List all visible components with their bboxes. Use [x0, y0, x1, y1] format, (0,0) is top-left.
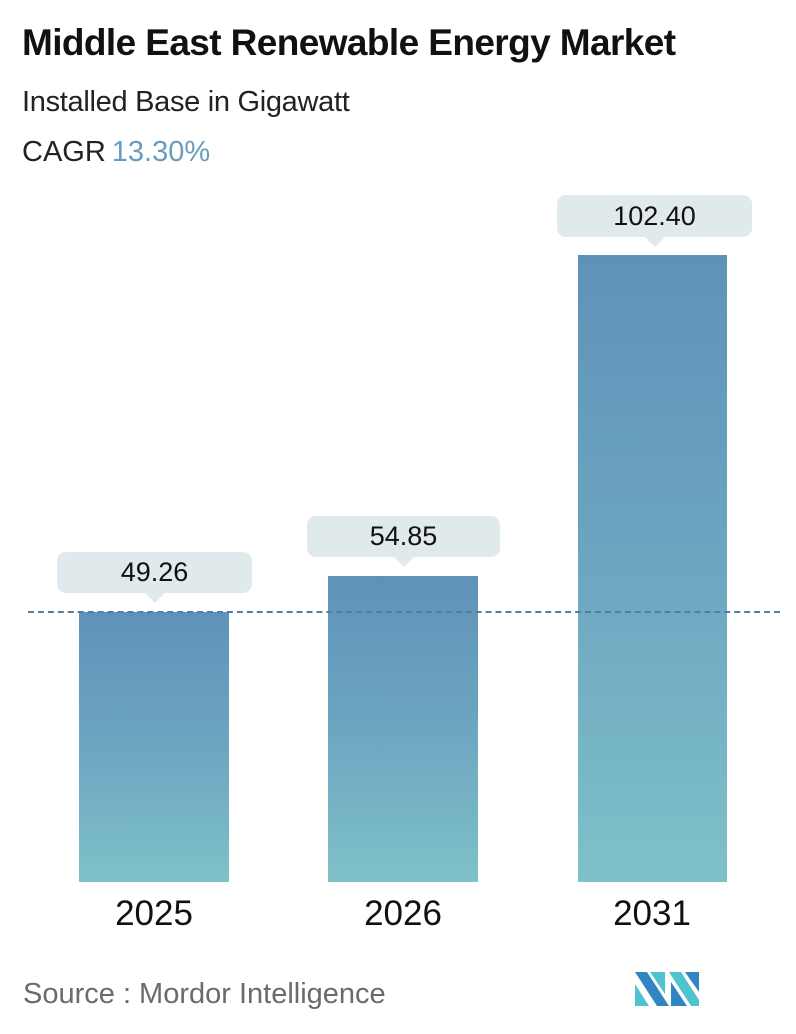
reference-dashed-line: [28, 611, 780, 613]
chart-title: Middle East Renewable Energy Market: [22, 22, 676, 63]
cagr-value: 13.30%: [111, 136, 211, 168]
x-label-2025: 2025: [115, 894, 193, 933]
x-label-2026: 2026: [364, 894, 442, 933]
value-callout-2026: 54.85: [307, 516, 500, 567]
cagr-row: CAGR 13.30%: [22, 136, 210, 169]
bar-2026: [328, 576, 478, 882]
source-text: Source : Mordor Intelligence: [23, 978, 386, 1010]
mordor-intelligence-logo-icon: [635, 972, 699, 1006]
bar-2025: [79, 612, 229, 882]
chart-subtitle: Installed Base in Gigawatt: [22, 86, 350, 118]
value-callout-2025: 49.26: [57, 552, 252, 603]
x-label-2031: 2031: [613, 894, 691, 933]
cagr-label: CAGR: [22, 136, 106, 168]
bar-2031: [578, 255, 727, 882]
value-callout-2031: 102.40: [557, 195, 752, 247]
